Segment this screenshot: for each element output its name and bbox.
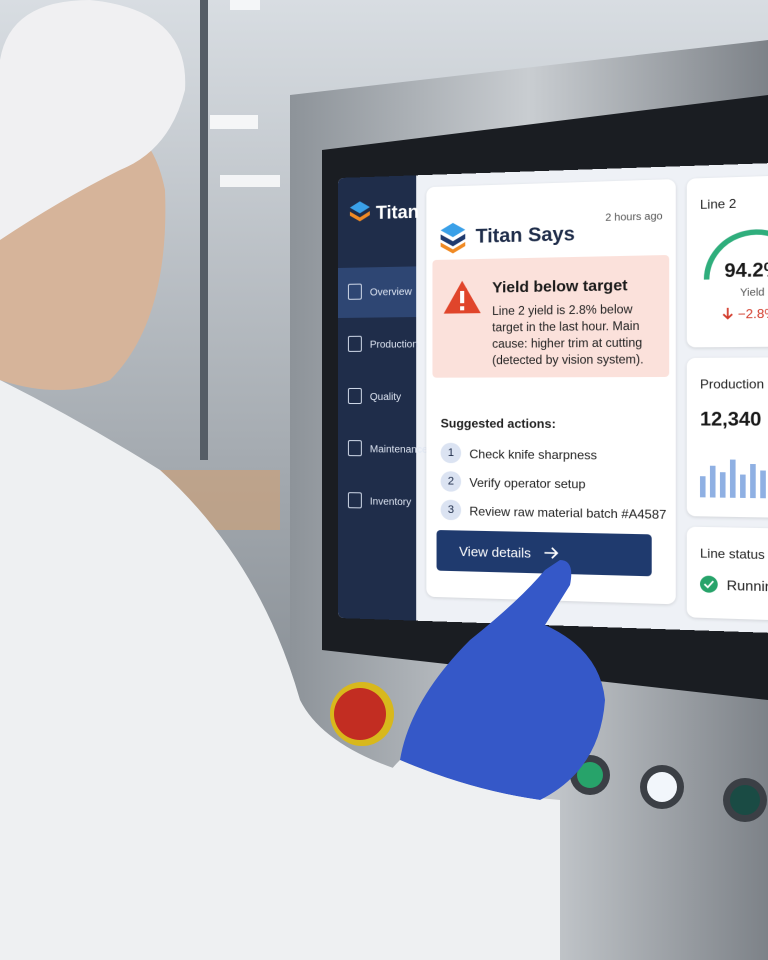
sidebar: Titan Overview Production Quality Mainte… [338, 175, 428, 621]
alert-logo [440, 222, 466, 254]
nav-label[interactable]: Production [369, 339, 419, 351]
card-title: Line status [700, 545, 765, 563]
touch-screen: Titan Overview Production Quality Mainte… [338, 161, 768, 635]
card-title: Production [700, 376, 765, 392]
card-title: Line 2 [700, 196, 737, 213]
production-card: Production 12,340 kg [686, 357, 768, 519]
action-text: Review raw material batch #A4587 [469, 504, 667, 523]
arrow-icon [544, 547, 559, 560]
nav-icon [347, 335, 362, 352]
nav-icon [347, 492, 362, 509]
nav-item[interactable]: Quality [338, 372, 416, 423]
down-arrow [722, 308, 733, 321]
nav-icon [347, 387, 362, 405]
status-card: Line status Running [686, 526, 768, 622]
nav-icon [347, 440, 362, 457]
action-number: 3 [440, 499, 462, 521]
yield-delta: −2.8% [737, 306, 768, 322]
action-text: Check knife sharpness [469, 446, 598, 463]
nav-item[interactable]: Overview [338, 266, 417, 318]
alert-card: Titan Says 2 hours ago Yield below targe… [426, 179, 676, 605]
alert-title: Titan Says [475, 223, 575, 248]
production-value: 12,340 kg [700, 408, 768, 431]
alert-time: 2 hours ago [605, 210, 663, 225]
nav-label[interactable]: Maintenance [369, 444, 428, 456]
action-text: Verify operator setup [469, 475, 586, 492]
yield-label: Yield [740, 287, 765, 300]
status-dot [700, 575, 718, 593]
sparkline-bars [700, 459, 766, 499]
warning-body: Line 2 yield is 2.8% below target in the… [492, 303, 644, 368]
yield-value: 94.2% [724, 258, 768, 282]
warning-heading: Yield below target [492, 276, 628, 297]
actions-title: Suggested actions: [440, 416, 556, 432]
nav-item[interactable]: Production [338, 319, 419, 370]
nav-item[interactable]: Inventory [338, 476, 416, 528]
nav-item[interactable]: Maintenance [338, 424, 428, 475]
nav-label[interactable]: Inventory [369, 496, 412, 509]
action-number: 1 [440, 442, 462, 464]
brand-name: Titan [375, 201, 419, 223]
warning-box: Yield below target Line 2 yield is 2.8% … [432, 254, 670, 378]
yield-card: Line 2 94.2% Yield −2.8% [686, 174, 768, 348]
warning-icon [443, 280, 481, 314]
nav-label[interactable]: Quality [369, 391, 402, 404]
view-details-button[interactable]: View details [436, 530, 652, 577]
action-number: 2 [440, 471, 462, 492]
nav-label[interactable]: Overview [369, 286, 412, 299]
nav-icon [347, 283, 362, 300]
brand-logo [349, 201, 370, 222]
button-label[interactable]: View details [459, 543, 531, 561]
status-value: Running [726, 577, 768, 595]
